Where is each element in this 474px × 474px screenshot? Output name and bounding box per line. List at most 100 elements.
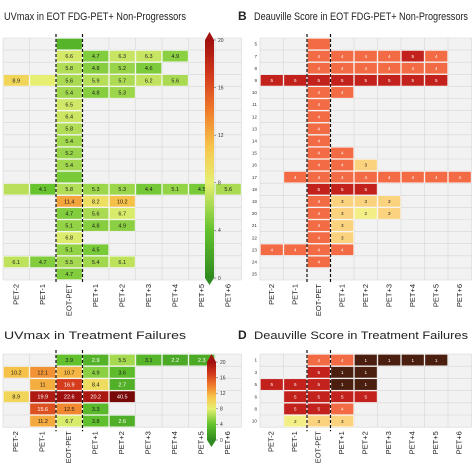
cell-value-label: 4 [341,90,344,95]
row-label: 20 [252,211,258,216]
column-tick-label: PET+6 [223,431,232,454]
cell-value-label: 5.5 [118,358,126,364]
cell-value-label: 8.9 [12,395,20,401]
cell-value-label: 5 [341,78,344,83]
cell-value-label: 4 [270,247,273,252]
heatmap-cell [307,38,331,50]
cell-value-label: 5.6 [171,78,179,84]
cell-value-label: 1 [341,382,344,387]
heatmap-cell [215,183,242,196]
cell-value-label: 4 [317,126,320,131]
cell-value-label: 8.2 [92,199,100,205]
column-tick-label: PET+3 [384,431,393,454]
cell-value-label: 5.3 [118,187,126,193]
cell-value-label: 2.3 [198,358,206,364]
cell-value-label: 5.1 [65,248,73,254]
row-label: 24 [252,259,258,264]
cell-value-label: 4.5 [92,248,100,254]
cell-value-label: 5 [294,407,297,412]
cell-value-label: 5.1 [65,224,73,230]
cell-value-label: 3 [364,163,367,168]
column-tick-label: PET+1 [91,284,100,307]
row-label: 8 [254,66,257,71]
cell-value-label: 22.6 [64,395,75,401]
cell-value-label: 6.6 [65,54,73,60]
colorbar [207,362,216,440]
cell-value-label: 5.6 [92,211,100,217]
heatmap-cell [82,62,109,75]
heatmap-cell [56,147,83,159]
cell-value-label: 5.1 [171,187,179,193]
cell-value-label: 3 [341,199,344,204]
cell-value-label: 4 [341,358,344,363]
column-tick-label: PET+4 [170,431,179,454]
heatmap-cell [3,255,30,268]
cell-value-label: 3 [364,199,367,204]
row-label: 5 [254,382,257,387]
column-tick-label: PET+1 [91,431,100,454]
cell-value-label: 1 [364,370,367,375]
heatmap-cell [377,50,401,63]
cell-value-label: 4 [317,114,320,119]
cell-value-label: 5.5 [65,260,73,266]
cell-value-label: 5 [294,78,297,83]
cell-value-label: 4.1 [39,187,47,193]
cell-value-label: 5.8 [65,187,73,193]
heatmap-cell [307,378,331,391]
heatmap-cell [109,415,136,428]
heatmap-cell [109,50,136,63]
row-label: 8 [254,407,257,412]
heatmap-cell [109,86,136,99]
heatmap-panel-4: D Deauville Score in Treatment Failures 4 4… [238,328,472,463]
heatmap-cell [330,378,354,391]
cell-value-label: 6.4 [65,115,73,121]
heatmap-cell [3,366,30,379]
cell-value-label: 40.5 [117,395,128,401]
heatmap-cell [354,159,378,171]
cell-value-label: 4 [317,199,320,204]
heatmap-cell [307,86,331,99]
column-tick-label: PET+2 [117,431,126,454]
heatmap-cell [354,62,378,75]
row-label: 18 [252,187,258,192]
cell-value-label: 1 [341,370,344,375]
heatmap-cell [260,243,284,256]
row-label: 16 [252,163,258,168]
cell-value-label: 5 [411,54,414,59]
cell-value-label: 4 [317,175,320,180]
cell-value-label: 4.8 [92,90,100,96]
cell-value-label: 3 [341,223,344,228]
heatmap-cell [401,74,425,87]
cell-value-label: 3 [341,419,344,424]
heatmap-cell [307,207,331,220]
cell-value-label: 5 [341,187,344,192]
row-label: 22 [252,235,258,240]
heatmap-cell [109,62,136,75]
cell-value-label: 6.5 [65,103,73,109]
heatmap-cell [260,378,284,391]
panel-label: D [238,328,247,342]
heatmap-cell [448,171,472,184]
cell-value-label: 4 [317,90,320,95]
heatmap-cell [135,62,162,75]
column-tick-label: PET+5 [431,284,440,307]
heatmap-cell [401,354,425,367]
cell-value-label: 5 [317,370,320,375]
heatmap-cell [56,402,83,415]
column-tick-label: PET+3 [144,284,153,307]
heatmap-cell [283,402,307,415]
row-label: 23 [252,247,258,252]
heatmap-cell [330,207,354,220]
cell-value-label: 1 [364,382,367,387]
colorbar-tick-label: 16 [218,85,224,91]
cell-value-label: 4.6 [145,66,153,72]
cell-value-label: 4 [317,163,320,168]
cell-value-label: 4.9 [92,370,100,376]
cell-value-label: 4 [341,163,344,168]
heatmap-cell [82,86,109,99]
cell-value-label: 4 [317,260,320,265]
colorbar-arrow-bottom [205,278,214,285]
cell-value-label: 5.2 [65,151,73,157]
heatmap-cell [56,171,83,184]
cell-value-label: 6.8 [65,236,73,242]
